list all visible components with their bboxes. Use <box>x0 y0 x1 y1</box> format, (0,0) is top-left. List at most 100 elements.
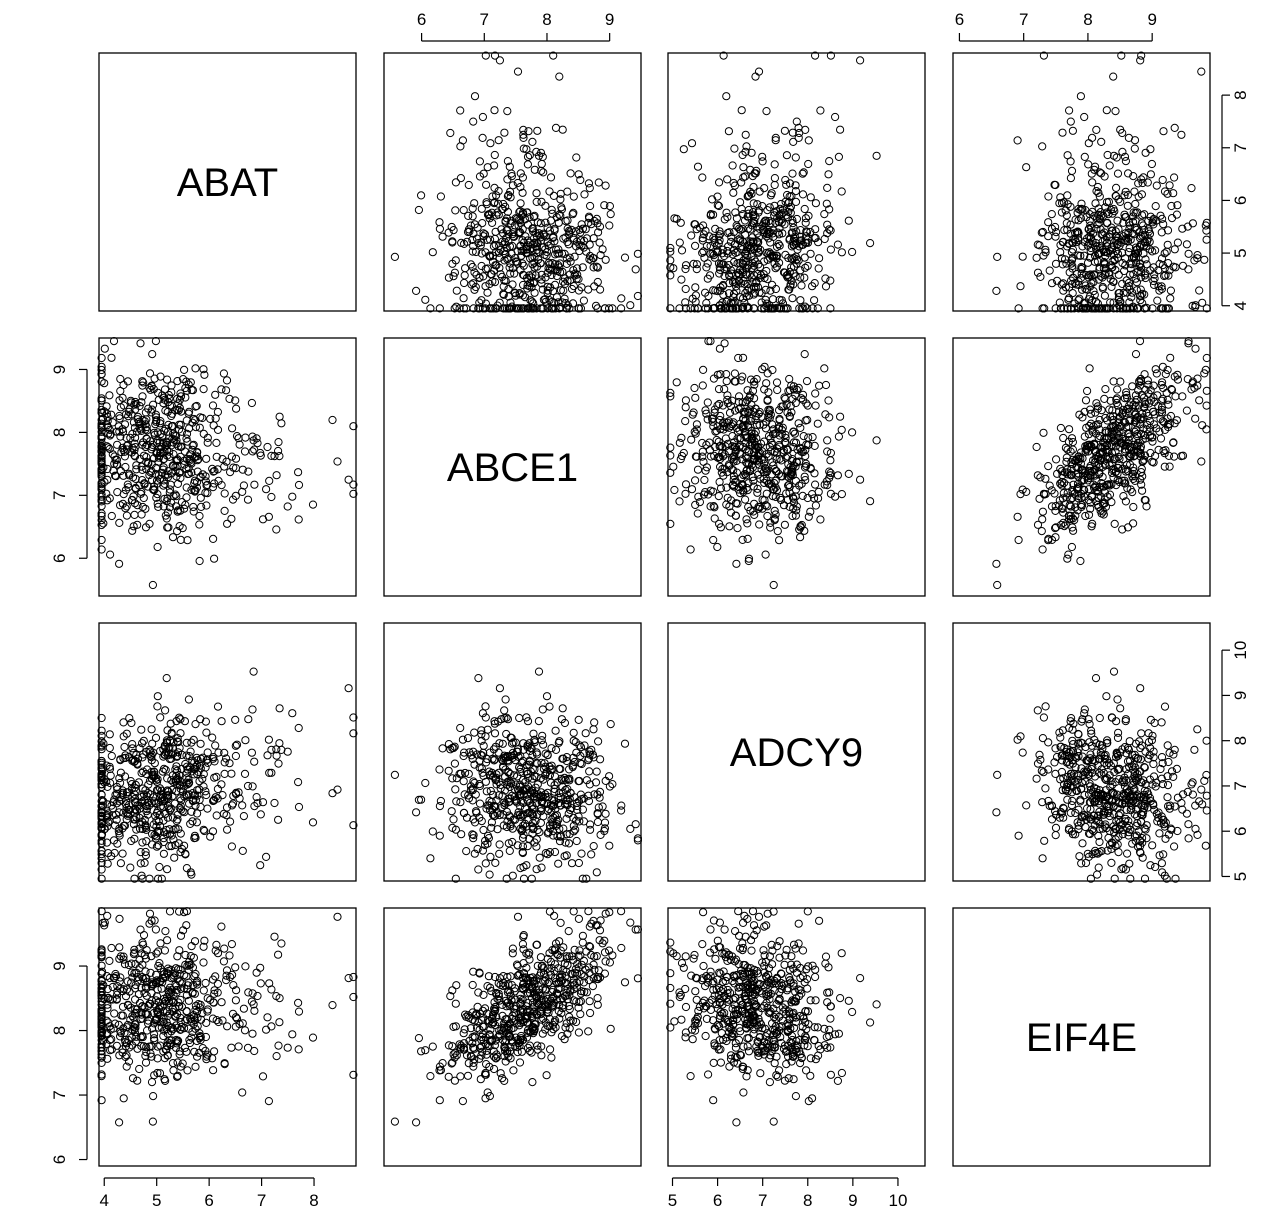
data-point <box>752 278 761 287</box>
data-point <box>554 859 563 868</box>
data-point <box>470 199 479 208</box>
data-point <box>781 433 790 442</box>
data-point <box>456 106 465 115</box>
data-point <box>796 296 805 305</box>
data-point <box>508 871 517 880</box>
data-point <box>202 481 211 490</box>
data-point <box>746 187 755 196</box>
data-point <box>201 472 210 481</box>
data-point <box>689 259 698 268</box>
data-point <box>178 524 187 533</box>
data-point <box>116 386 125 396</box>
data-point <box>105 431 115 440</box>
data-point <box>115 518 124 528</box>
data-point <box>572 836 581 846</box>
data-point <box>495 241 504 250</box>
data-point <box>593 263 603 272</box>
data-point <box>801 125 810 134</box>
data-point <box>277 419 286 428</box>
data-point <box>1149 381 1158 390</box>
data-point <box>1066 117 1075 126</box>
data-point <box>222 457 231 466</box>
data-point <box>710 405 719 414</box>
data-point <box>693 162 703 171</box>
data-point <box>747 148 756 157</box>
data-point <box>856 475 865 484</box>
data-point <box>459 777 468 786</box>
data-point <box>421 295 430 304</box>
tick-label-top-abce1: 8 <box>542 10 551 29</box>
data-point <box>202 728 211 737</box>
data-point <box>633 291 643 301</box>
data-point <box>789 280 798 289</box>
data-point <box>1051 523 1061 532</box>
data-point <box>102 402 111 411</box>
data-point <box>761 464 771 473</box>
tick-label-top-eif4e: 8 <box>1083 10 1092 29</box>
data-point <box>97 535 106 545</box>
data-point <box>113 440 122 449</box>
data-point <box>1059 489 1068 498</box>
data-point <box>147 408 156 417</box>
data-point <box>517 304 526 313</box>
data-point <box>585 767 594 776</box>
data-point <box>541 201 550 210</box>
data-point <box>1064 294 1074 303</box>
data-point <box>390 252 399 261</box>
data-point <box>528 253 537 262</box>
data-point <box>190 453 199 462</box>
data-point <box>1193 254 1202 263</box>
data-point <box>780 393 789 402</box>
data-point <box>123 441 132 450</box>
data-point <box>1188 219 1198 228</box>
data-point <box>750 169 759 178</box>
data-point <box>666 388 675 397</box>
data-point <box>789 438 799 447</box>
data-point <box>754 504 763 513</box>
points <box>97 51 1211 1127</box>
data-point <box>185 424 194 433</box>
data-point <box>714 492 723 501</box>
data-point <box>1097 211 1106 220</box>
data-point <box>1191 344 1200 353</box>
panel-abce1-vs-abce1 <box>383 337 642 597</box>
data-point <box>1060 226 1069 235</box>
data-point <box>738 150 747 160</box>
data-point <box>105 730 114 739</box>
data-point <box>1170 245 1179 254</box>
tick-label-bottom-adcy9: 8 <box>803 1191 812 1210</box>
data-point <box>460 271 469 280</box>
data-point <box>530 278 539 287</box>
data-point <box>1114 225 1123 234</box>
data-point <box>458 735 467 744</box>
data-point <box>701 466 710 475</box>
data-point <box>176 389 185 398</box>
data-point <box>1050 180 1059 189</box>
data-point <box>1169 438 1178 447</box>
data-point <box>475 304 484 313</box>
data-point <box>176 535 185 545</box>
data-point <box>1106 275 1115 284</box>
data-point <box>626 301 635 310</box>
data-point <box>537 736 546 745</box>
data-point <box>133 520 142 529</box>
data-point <box>510 289 520 298</box>
data-point <box>1114 289 1123 298</box>
data-point <box>1118 304 1127 313</box>
data-point <box>551 726 560 735</box>
data-point <box>240 447 250 456</box>
data-point <box>1167 214 1177 223</box>
data-point <box>1013 136 1022 145</box>
data-point <box>1202 353 1211 363</box>
data-point <box>586 820 595 829</box>
data-point <box>477 238 486 247</box>
data-point <box>725 522 734 531</box>
data-point <box>503 157 512 166</box>
data-point <box>211 390 220 399</box>
data-point <box>740 279 749 288</box>
data-point <box>478 219 487 228</box>
data-point <box>735 392 744 401</box>
data-point <box>119 401 128 410</box>
data-point <box>220 506 229 515</box>
data-point <box>173 405 182 414</box>
